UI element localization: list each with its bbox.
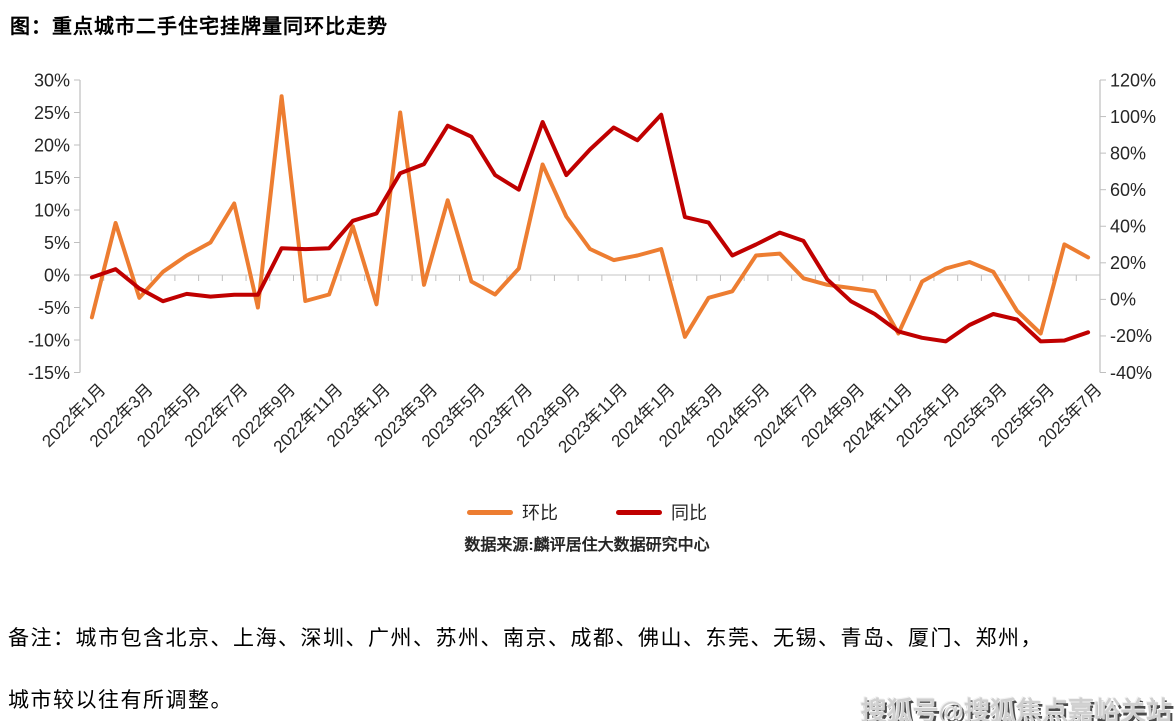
- data-source-caption: 数据来源:麟评居住大数据研究中心: [464, 537, 710, 554]
- x-axis-labels: 2022年1月2022年3月2022年5月2022年7月2022年9月2022年…: [38, 380, 1105, 457]
- left-axis-tick-label: 25%: [34, 103, 70, 123]
- note-line2: 城市较以往有所调整。: [8, 688, 233, 712]
- trend-line-chart: 30% 25% 20% 15% 10% 5% 0% -5% -10% -15% 120% 100% 80…: [28, 70, 1156, 457]
- left-axis-tick-label: -10%: [28, 330, 70, 350]
- right-axis-tick-label: -20%: [1110, 326, 1152, 346]
- left-axis-tick-label: 30%: [34, 70, 70, 90]
- x-axis-ticks: [79, 275, 1101, 281]
- legend-item-yoy: 同比: [616, 499, 707, 525]
- right-axis-tick-label: 60%: [1110, 180, 1146, 200]
- left-axis-tick-label: 15%: [34, 168, 70, 188]
- legend-label-yoy: 同比: [671, 503, 707, 523]
- left-axis-tick-label: 5%: [44, 233, 70, 253]
- left-axis-tick-label: -5%: [38, 298, 70, 318]
- chart-title: 图：重点城市二手住宅挂牌量同环比走势: [10, 16, 388, 38]
- right-axis-tick-label: 80%: [1110, 143, 1146, 163]
- left-axis-tick-label: 0%: [44, 265, 70, 285]
- left-axis-tick-label: 10%: [34, 200, 70, 220]
- legend-label-mom: 环比: [522, 503, 558, 523]
- left-y-axis: 30% 25% 20% 15% 10% 5% 0% -5% -10% -15%: [28, 70, 81, 383]
- right-y-axis: 120% 100% 80% 60% 40% 20% 0% -20% -40%: [1099, 70, 1156, 383]
- right-axis-tick-label: 40%: [1110, 217, 1146, 237]
- yoy-line: [89, 112, 1091, 344]
- left-axis-tick-label: 20%: [34, 135, 70, 155]
- right-axis-tick-label: 120%: [1110, 70, 1156, 90]
- right-axis-tick-label: -40%: [1110, 363, 1152, 383]
- left-axis-tick-label: -15%: [28, 363, 70, 383]
- right-axis-tick-label: 20%: [1110, 253, 1146, 273]
- watermark-sohu: 搜狐号@搜狐焦点嘉峪关站: [860, 696, 1172, 721]
- mom-line-swatch: [467, 509, 513, 515]
- note-line1: 备注：城市包含北京、上海、深圳、广州、苏州、南京、成都、佛山、东莞、无锡、青岛、…: [8, 626, 1043, 650]
- legend-item-mom: 环比: [467, 499, 558, 525]
- right-axis-tick-label: 0%: [1110, 290, 1136, 310]
- right-axis-tick-label: 100%: [1110, 107, 1156, 127]
- yoy-line-swatch: [616, 509, 662, 515]
- mom-line: [89, 94, 1091, 339]
- chart-legend: 环比 同比: [0, 499, 1174, 525]
